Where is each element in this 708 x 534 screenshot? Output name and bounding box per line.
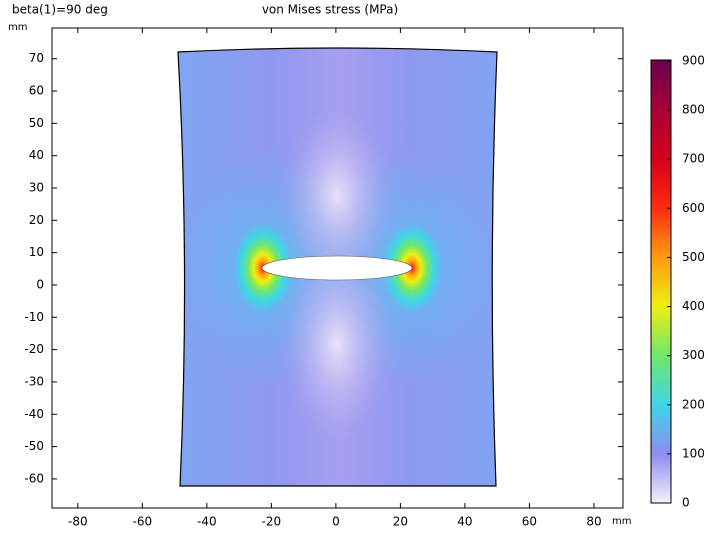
colorbar bbox=[650, 59, 672, 504]
x-tick-label: 20 bbox=[393, 515, 408, 529]
plot-frame bbox=[51, 27, 624, 509]
plate-outline bbox=[177, 47, 498, 487]
x-tick-label: -40 bbox=[197, 515, 217, 529]
y-tick-label: -40 bbox=[24, 407, 44, 421]
hole bbox=[261, 255, 413, 281]
y-tick-label: -30 bbox=[24, 374, 44, 388]
x-tick-label: -80 bbox=[68, 515, 88, 529]
x-tick-label: 40 bbox=[457, 515, 472, 529]
x-tick-label: 60 bbox=[522, 515, 537, 529]
x-tick-label: -20 bbox=[262, 515, 282, 529]
y-tick-label: 0 bbox=[36, 277, 44, 291]
y-tick-label: 10 bbox=[29, 245, 44, 259]
x-tick-label: 80 bbox=[586, 515, 601, 529]
y-tick-label: 60 bbox=[29, 84, 44, 98]
colorbar-tick-label: 0 bbox=[682, 496, 690, 510]
y-tick-label: 20 bbox=[29, 213, 44, 227]
colorbar-tick-label: 100 bbox=[682, 446, 705, 460]
colorbar-tick-label: 500 bbox=[682, 250, 705, 264]
parameter-label: beta(1)=90 deg bbox=[12, 3, 108, 17]
colorbar-tick-label: 600 bbox=[682, 201, 705, 215]
y-tick-label: -20 bbox=[24, 342, 44, 356]
y-tick-label: -60 bbox=[24, 471, 44, 485]
y-unit: mm bbox=[8, 22, 27, 33]
x-unit: mm bbox=[612, 516, 631, 527]
colorbar-tick-label: 800 bbox=[682, 103, 705, 117]
y-tick-label: 40 bbox=[29, 148, 44, 162]
colorbar-tick-label: 400 bbox=[682, 299, 705, 313]
colorbar-tick-label: 200 bbox=[682, 397, 705, 411]
y-tick-label: 70 bbox=[29, 51, 44, 65]
x-tick-label: -60 bbox=[133, 515, 153, 529]
chart-title: von Mises stress (MPa) bbox=[262, 3, 398, 17]
frame bbox=[51, 27, 624, 509]
y-tick-label: -10 bbox=[24, 310, 44, 324]
y-tick-label: 30 bbox=[29, 181, 44, 195]
colorbar-tick-label: 900 bbox=[682, 54, 705, 68]
colorbar-tick-label: 700 bbox=[682, 152, 705, 166]
x-tick-label: 0 bbox=[332, 515, 340, 529]
y-tick-label: -50 bbox=[24, 439, 44, 453]
colorbar-tick-label: 300 bbox=[682, 348, 705, 362]
y-tick-label: 50 bbox=[29, 116, 44, 130]
